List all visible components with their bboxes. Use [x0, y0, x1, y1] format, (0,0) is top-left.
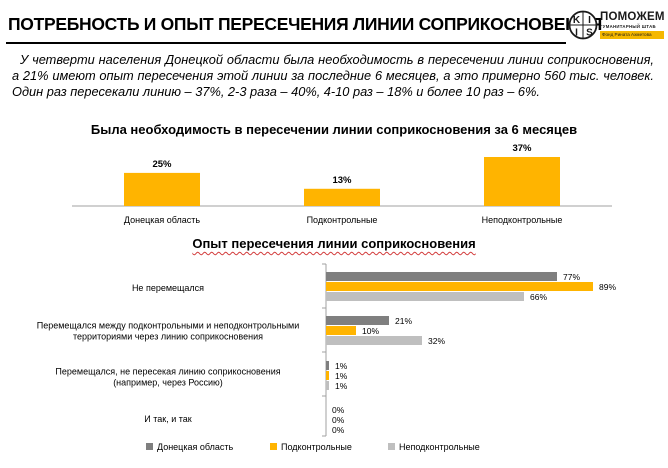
chart2-category-label-line: (например, через Россию) — [113, 378, 223, 388]
chart2-category-label: Перемещался между подконтрольными и непо… — [37, 321, 300, 342]
chart1-data-label: 13% — [332, 175, 352, 186]
chart2-data-label: 1% — [335, 381, 348, 391]
chart1-data-label: 37% — [512, 143, 532, 154]
chart1-title: Была необходимость в пересечении линии с… — [90, 122, 578, 137]
chart1-category-label: Подконтрольные — [307, 215, 378, 225]
pomozhem-logo-subtitle: ГУМАНИТАРНЫЙ ШТАБ — [600, 24, 656, 29]
chart2-bar — [326, 282, 593, 291]
intro-text: У четверти населения Донецкой области бы… — [12, 52, 654, 99]
chart1-bar — [124, 172, 200, 206]
kiis-letter-k: K — [573, 15, 581, 26]
chart2-data-label: 32% — [428, 336, 445, 346]
pomozhem-logo: ПОМОЖЕМ ГУМАНИТАРНЫЙ ШТАБ Фонд Рината Ах… — [600, 10, 664, 40]
chart2-category-label-line: Перемещался между подконтрольными и непо… — [37, 321, 300, 331]
chart2-title: Опыт пересечения линии соприкосновения — [192, 236, 476, 251]
kiis-letter-i2: I — [575, 28, 578, 39]
pomozhem-logo-name: ПОМОЖЕМ — [600, 11, 665, 23]
chart1-data-label: 25% — [152, 159, 172, 170]
chart2-data-label: 21% — [395, 316, 412, 326]
chart1-bar — [304, 188, 380, 206]
chart2-data-label: 89% — [599, 282, 616, 292]
chart2-category-label-line: территориями через линию соприкосновения — [73, 332, 263, 342]
page-title: ПОТРЕБНОСТЬ И ОПЫТ ПЕРЕСЕЧЕНИЯ ЛИНИИ СОП… — [8, 14, 603, 34]
chart2-category-label-line: Не перемещался — [132, 283, 204, 293]
chart2-data-label: 0% — [332, 425, 345, 435]
legend-swatch-uncontrolled — [388, 443, 395, 450]
chart2-category-label: И так, и так — [144, 414, 191, 424]
kiis-letter-s: S — [586, 28, 593, 39]
legend-swatch-controlled — [270, 443, 277, 450]
crossing-experience-bar-chart: Не перемещался 77% 89% 66% Перемещался между… — [37, 263, 616, 437]
chart2-category-label-line: И так, и так — [144, 414, 191, 424]
legend-label-controlled: Подконтрольные — [281, 442, 352, 452]
legend-swatch-donetsk — [146, 443, 153, 450]
need-crossing-bar-chart: 25% Донецкая область 13% Подконтрольные 37% Н… — [72, 143, 612, 225]
legend-label-donetsk: Донецкая область — [157, 442, 234, 452]
chart2-data-label: 66% — [530, 292, 547, 302]
chart2-bar — [326, 292, 524, 301]
chart2-data-label: 0% — [332, 405, 345, 415]
legend-label-uncontrolled: Неподконтрольные — [399, 442, 480, 452]
chart2-data-label: 1% — [335, 361, 348, 371]
chart1-category-label: Донецкая область — [124, 215, 200, 225]
chart2-data-label: 10% — [362, 326, 379, 336]
title-divider — [6, 42, 566, 44]
chart2-data-label: 0% — [332, 415, 345, 425]
kiis-logo: K I I S — [568, 10, 598, 40]
pomozhem-logo-fund: Фонд Рината Ахметова — [600, 31, 664, 39]
chart2-bar — [326, 361, 329, 370]
chart2-bar — [326, 381, 329, 390]
chart2-category-label: Перемещался, не пересекая линию соприкос… — [55, 367, 280, 388]
chart1-bar — [484, 157, 560, 206]
chart2-category-label-line: Перемещался, не пересекая линию соприкос… — [55, 367, 280, 377]
chart2-bar — [326, 336, 422, 345]
chart2-category-label: Не перемещался — [132, 283, 204, 293]
chart2-bar — [326, 316, 389, 325]
chart1-category-label: Неподконтрольные — [482, 215, 563, 225]
chart2-bar — [326, 272, 557, 281]
chart2-data-label: 1% — [335, 371, 348, 381]
chart2-bar — [326, 371, 329, 380]
chart2-bar — [326, 326, 356, 335]
header: ПОТРЕБНОСТЬ И ОПЫТ ПЕРЕСЕЧЕНИЯ ЛИНИИ СОП… — [0, 0, 668, 46]
kiis-letter-i1: I — [588, 15, 591, 26]
chart2-data-label: 77% — [563, 272, 580, 282]
